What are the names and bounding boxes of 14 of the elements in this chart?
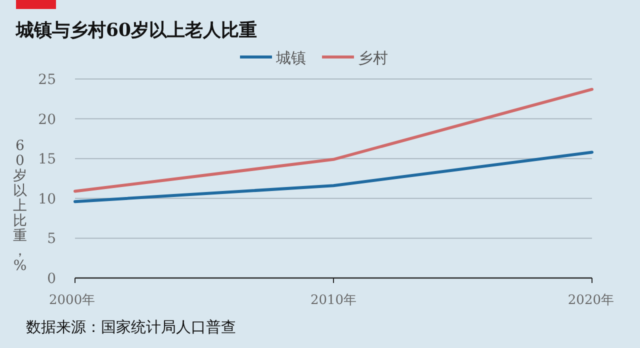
legend-label: 乡村: [358, 49, 388, 67]
chart-title: 城镇与乡村60岁以上老人比重: [15, 20, 258, 41]
y-tick-label: 5: [47, 231, 56, 248]
legend-label: 城镇: [275, 49, 306, 67]
y-tick-label: 0: [47, 271, 56, 287]
x-tick-label: 2000年: [49, 293, 96, 308]
source-note: 数据来源：国家统计局人口普查: [26, 318, 236, 336]
x-tick-label: 2020年: [568, 293, 614, 308]
y-tick-label: 20: [38, 112, 56, 128]
y-tick-label: 25: [38, 72, 56, 88]
x-tick-label: 2010年: [310, 293, 357, 308]
y-tick-label: 15: [38, 152, 56, 168]
y-tick-label: 10: [38, 191, 56, 208]
text: 60岁以上比重，%: [13, 138, 27, 274]
